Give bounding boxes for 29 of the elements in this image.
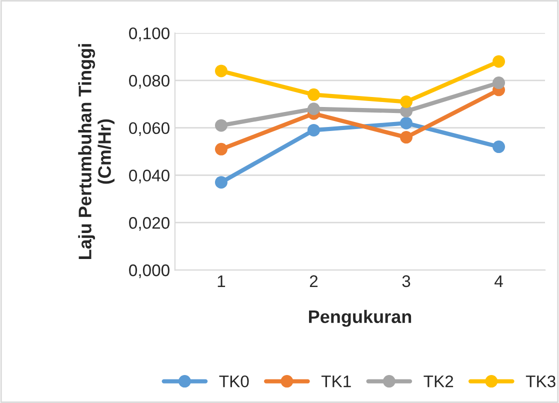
point bbox=[307, 102, 320, 116]
point bbox=[307, 88, 320, 101]
point bbox=[214, 142, 228, 156]
point bbox=[214, 64, 228, 78]
point bbox=[492, 140, 506, 154]
y-axis-title: Laju Pertumbuhan Tinggi (Cm/Hr) bbox=[78, 44, 115, 259]
y-tick-label: 0,020 bbox=[129, 217, 170, 231]
legend-label: TK0 bbox=[219, 375, 249, 388]
x-tick-label: 4 bbox=[494, 275, 503, 287]
legend-label: TK1 bbox=[321, 376, 351, 388]
x-axis-title: Pengukuran bbox=[309, 310, 412, 327]
point bbox=[307, 124, 320, 136]
y-tick-label: 0,080 bbox=[129, 74, 170, 89]
x-tick-label: 1 bbox=[218, 275, 226, 287]
y-tick-label: 0,100 bbox=[129, 27, 170, 42]
point bbox=[492, 55, 506, 68]
point bbox=[400, 116, 413, 130]
y-tick-label: 0,060 bbox=[129, 122, 170, 136]
point bbox=[400, 96, 413, 108]
point bbox=[400, 131, 413, 144]
legend-label: TK2 bbox=[424, 375, 454, 388]
x-tick-label: 3 bbox=[402, 275, 410, 288]
y-tick-label: 0,040 bbox=[129, 170, 170, 184]
legend-label: TK3 bbox=[526, 375, 556, 388]
point bbox=[214, 119, 228, 132]
y-tick-label: 0,000 bbox=[129, 264, 170, 278]
x-tick-label: 2 bbox=[310, 275, 318, 287]
point bbox=[214, 176, 228, 189]
point bbox=[492, 76, 506, 90]
